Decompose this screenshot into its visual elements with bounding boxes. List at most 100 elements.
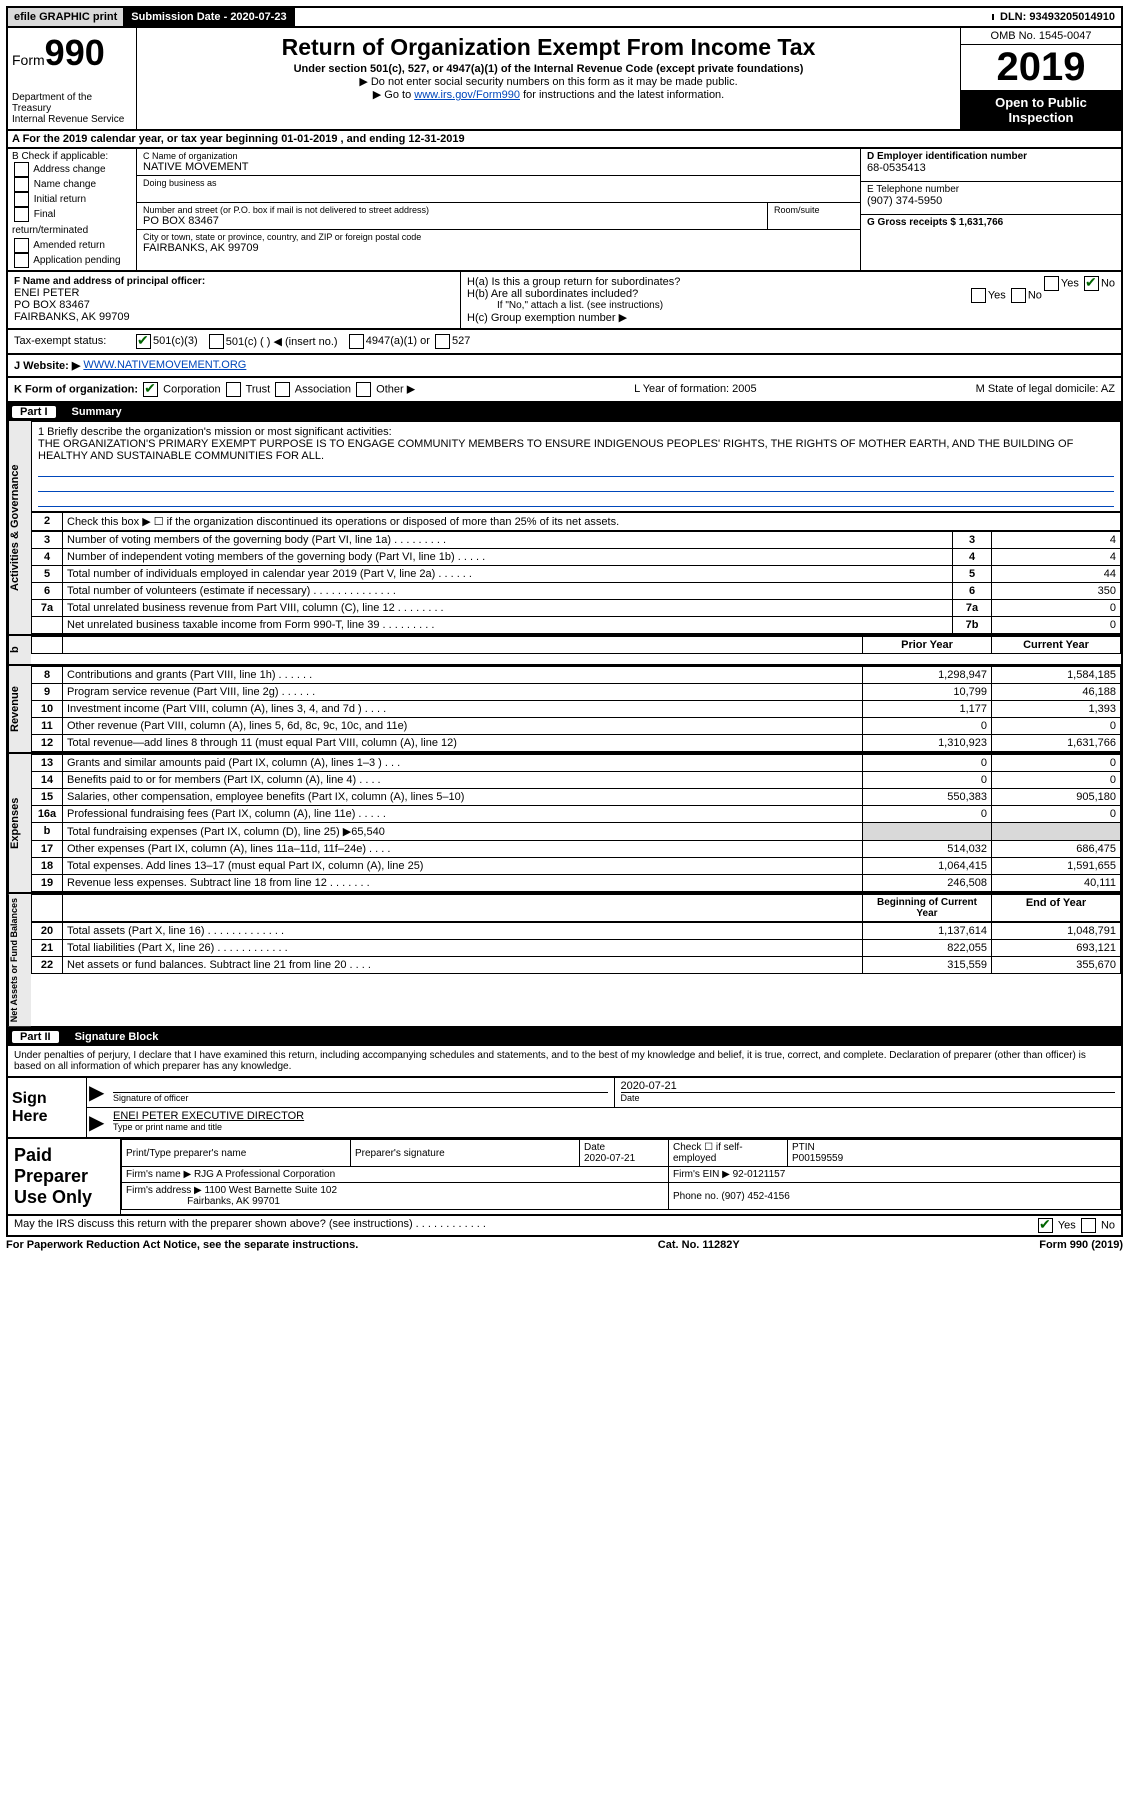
table-row: 20Total assets (Part X, line 16) . . . .…: [32, 922, 1121, 939]
ptin-h: PTIN: [792, 1142, 815, 1153]
opt-address[interactable]: Address change: [12, 162, 132, 177]
sig-of-label: Signature of officer: [113, 1092, 608, 1103]
firm-name-l: Firm's name ▶: [126, 1169, 191, 1180]
ptin-v: P00159559: [792, 1153, 843, 1164]
ha-no[interactable]: [1084, 276, 1099, 291]
discuss-q: May the IRS discuss this return with the…: [14, 1218, 486, 1233]
form-title: Return of Organization Exempt From Incom…: [141, 34, 956, 61]
501c-check[interactable]: [209, 334, 224, 349]
dba-cell: Doing business as: [137, 176, 860, 203]
dba-label: Doing business as: [143, 178, 854, 188]
table-row: 22Net assets or fund balances. Subtract …: [32, 956, 1121, 973]
hb-no[interactable]: [1011, 288, 1026, 303]
tax-status-label: Tax-exempt status:: [14, 335, 134, 347]
net-header: Beginning of Current YearEnd of Year: [31, 894, 1121, 922]
form-number-box: Form990 Department of the Treasury Inter…: [8, 28, 137, 129]
phone-cell: E Telephone number (907) 374-5950: [861, 182, 1121, 215]
net-rows: 20Total assets (Part X, line 16) . . . .…: [31, 922, 1121, 974]
dln: DLN: 93493205014910: [994, 8, 1121, 26]
opt-amended[interactable]: Amended return: [12, 238, 132, 253]
city-cell: City or town, state or province, country…: [137, 230, 860, 256]
addr-val: PO BOX 83467: [143, 215, 761, 227]
table-row: 8Contributions and grants (Part VIII, li…: [32, 666, 1121, 683]
bottom-note: For Paperwork Reduction Act Notice, see …: [6, 1239, 1123, 1251]
assoc-check[interactable]: [275, 382, 290, 397]
prep-label: Paid Preparer Use Only: [8, 1139, 121, 1214]
other-check[interactable]: [356, 382, 371, 397]
ein-val: 68-0535413: [867, 162, 1115, 174]
website-link[interactable]: WWW.NATIVEMOVEMENT.ORG: [83, 359, 246, 371]
submission-date: Submission Date - 2020-07-23: [125, 8, 294, 26]
state-domicile: M State of legal domicile: AZ: [976, 383, 1115, 395]
table-row: 15Salaries, other compensation, employee…: [32, 788, 1121, 805]
discuss-no[interactable]: [1081, 1218, 1096, 1233]
table-row: 16aProfessional fundraising fees (Part I…: [32, 805, 1121, 822]
sig-name: ENEI PETER EXECUTIVE DIRECTOR Type or pr…: [107, 1108, 1121, 1137]
prep-self-emp: Check ☐ if self-employed: [669, 1140, 788, 1167]
part2-title: Signature Block: [75, 1031, 159, 1043]
side-rev: Revenue: [8, 666, 31, 752]
table-row: 6Total number of volunteers (estimate if…: [32, 582, 1121, 599]
4947-check[interactable]: [349, 334, 364, 349]
irs-link[interactable]: www.irs.gov/Form990: [414, 89, 520, 101]
room-label: Room/suite: [774, 205, 854, 215]
sig-officer: Signature of officer: [107, 1078, 615, 1107]
note2-post: for instructions and the latest informat…: [520, 89, 724, 101]
rev-rows: 8Contributions and grants (Part VIII, li…: [31, 666, 1121, 752]
opt-initial[interactable]: Initial return: [12, 192, 132, 207]
table-row: 12Total revenue—add lines 8 through 11 (…: [32, 734, 1121, 751]
501c3-check[interactable]: [136, 334, 151, 349]
form-num: 990: [45, 32, 105, 73]
website-label: J Website: ▶: [14, 359, 80, 372]
501c: 501(c) ( ) ◀ (insert no.): [226, 335, 338, 348]
check-if-applicable: B Check if applicable: Address change Na…: [8, 149, 137, 270]
officer-addr2: FAIRBANKS, AK 99709: [14, 311, 454, 323]
hc-label: H(c) Group exemption number ▶: [467, 311, 1115, 324]
side-exp: Expenses: [8, 754, 31, 892]
officer-addr1: PO BOX 83467: [14, 299, 454, 311]
exp-rows: 13Grants and similar amounts paid (Part …: [31, 754, 1121, 892]
pra-note: For Paperwork Reduction Act Notice, see …: [6, 1239, 358, 1251]
table-row: 5Total number of individuals employed in…: [32, 565, 1121, 582]
corp-check[interactable]: [143, 382, 158, 397]
527-check[interactable]: [435, 334, 450, 349]
hb-label: H(b) Are all subordinates included?: [467, 288, 638, 300]
part1-title: Summary: [72, 406, 122, 418]
firm-addr1: 1100 West Barnette Suite 102: [205, 1185, 338, 1196]
opt-name[interactable]: Name change: [12, 177, 132, 192]
discuss-yes[interactable]: [1038, 1218, 1053, 1233]
c-label: C Name of organization: [143, 151, 854, 161]
tax-year: 2019: [961, 45, 1121, 91]
e-label: E Telephone number: [867, 184, 1115, 195]
note2-pre: ▶ Go to: [373, 89, 414, 101]
city-val: FAIRBANKS, AK 99709: [143, 242, 854, 254]
addr-row: Number and street (or P.O. box if mail i…: [137, 203, 860, 230]
paid-preparer: Paid Preparer Use Only Print/Type prepar…: [6, 1139, 1123, 1216]
part2-header: Part II Signature Block: [6, 1028, 1123, 1046]
addr-label: Number and street (or P.O. box if mail i…: [143, 205, 761, 215]
ha-yes[interactable]: [1044, 276, 1059, 291]
prep-phone: (907) 452-4156: [721, 1191, 789, 1202]
block-b: B Check if applicable: Address change Na…: [6, 149, 1123, 272]
sig-date: 2020-07-21Date: [615, 1078, 1122, 1107]
org-info: C Name of organization NATIVE MOVEMENT D…: [137, 149, 860, 270]
ag-table: 2Check this box ▶ ☐ if the organization …: [31, 512, 1121, 531]
prep-date-h: Date: [584, 1142, 605, 1153]
firm-ein-l: Firm's EIN ▶: [673, 1169, 730, 1180]
trust-check[interactable]: [226, 382, 241, 397]
table-row: 4Number of independent voting members of…: [32, 548, 1121, 565]
line2: Check this box ▶ ☐ if the organization d…: [63, 512, 1121, 530]
form-subtitle: Under section 501(c), 527, or 4947(a)(1)…: [141, 63, 956, 75]
blank-line1: [38, 462, 1114, 477]
open-public: Open to Public Inspection: [961, 91, 1121, 129]
hb-yes[interactable]: [971, 288, 986, 303]
opt-pending[interactable]: Application pending: [12, 253, 132, 268]
prep-sig-h: Preparer's signature: [351, 1140, 580, 1167]
type-label: Type or print name and title: [113, 1122, 1115, 1132]
opt-final[interactable]: Final return/terminated: [12, 207, 132, 237]
sign-here: Sign Here ▶ Signature of officer 2020-07…: [6, 1078, 1123, 1139]
col-prior: Prior Year: [863, 636, 992, 653]
d-label: D Employer identification number: [867, 151, 1115, 162]
f-label: F Name and address of principal officer:: [14, 276, 454, 287]
phone-l: Phone no.: [673, 1191, 719, 1202]
